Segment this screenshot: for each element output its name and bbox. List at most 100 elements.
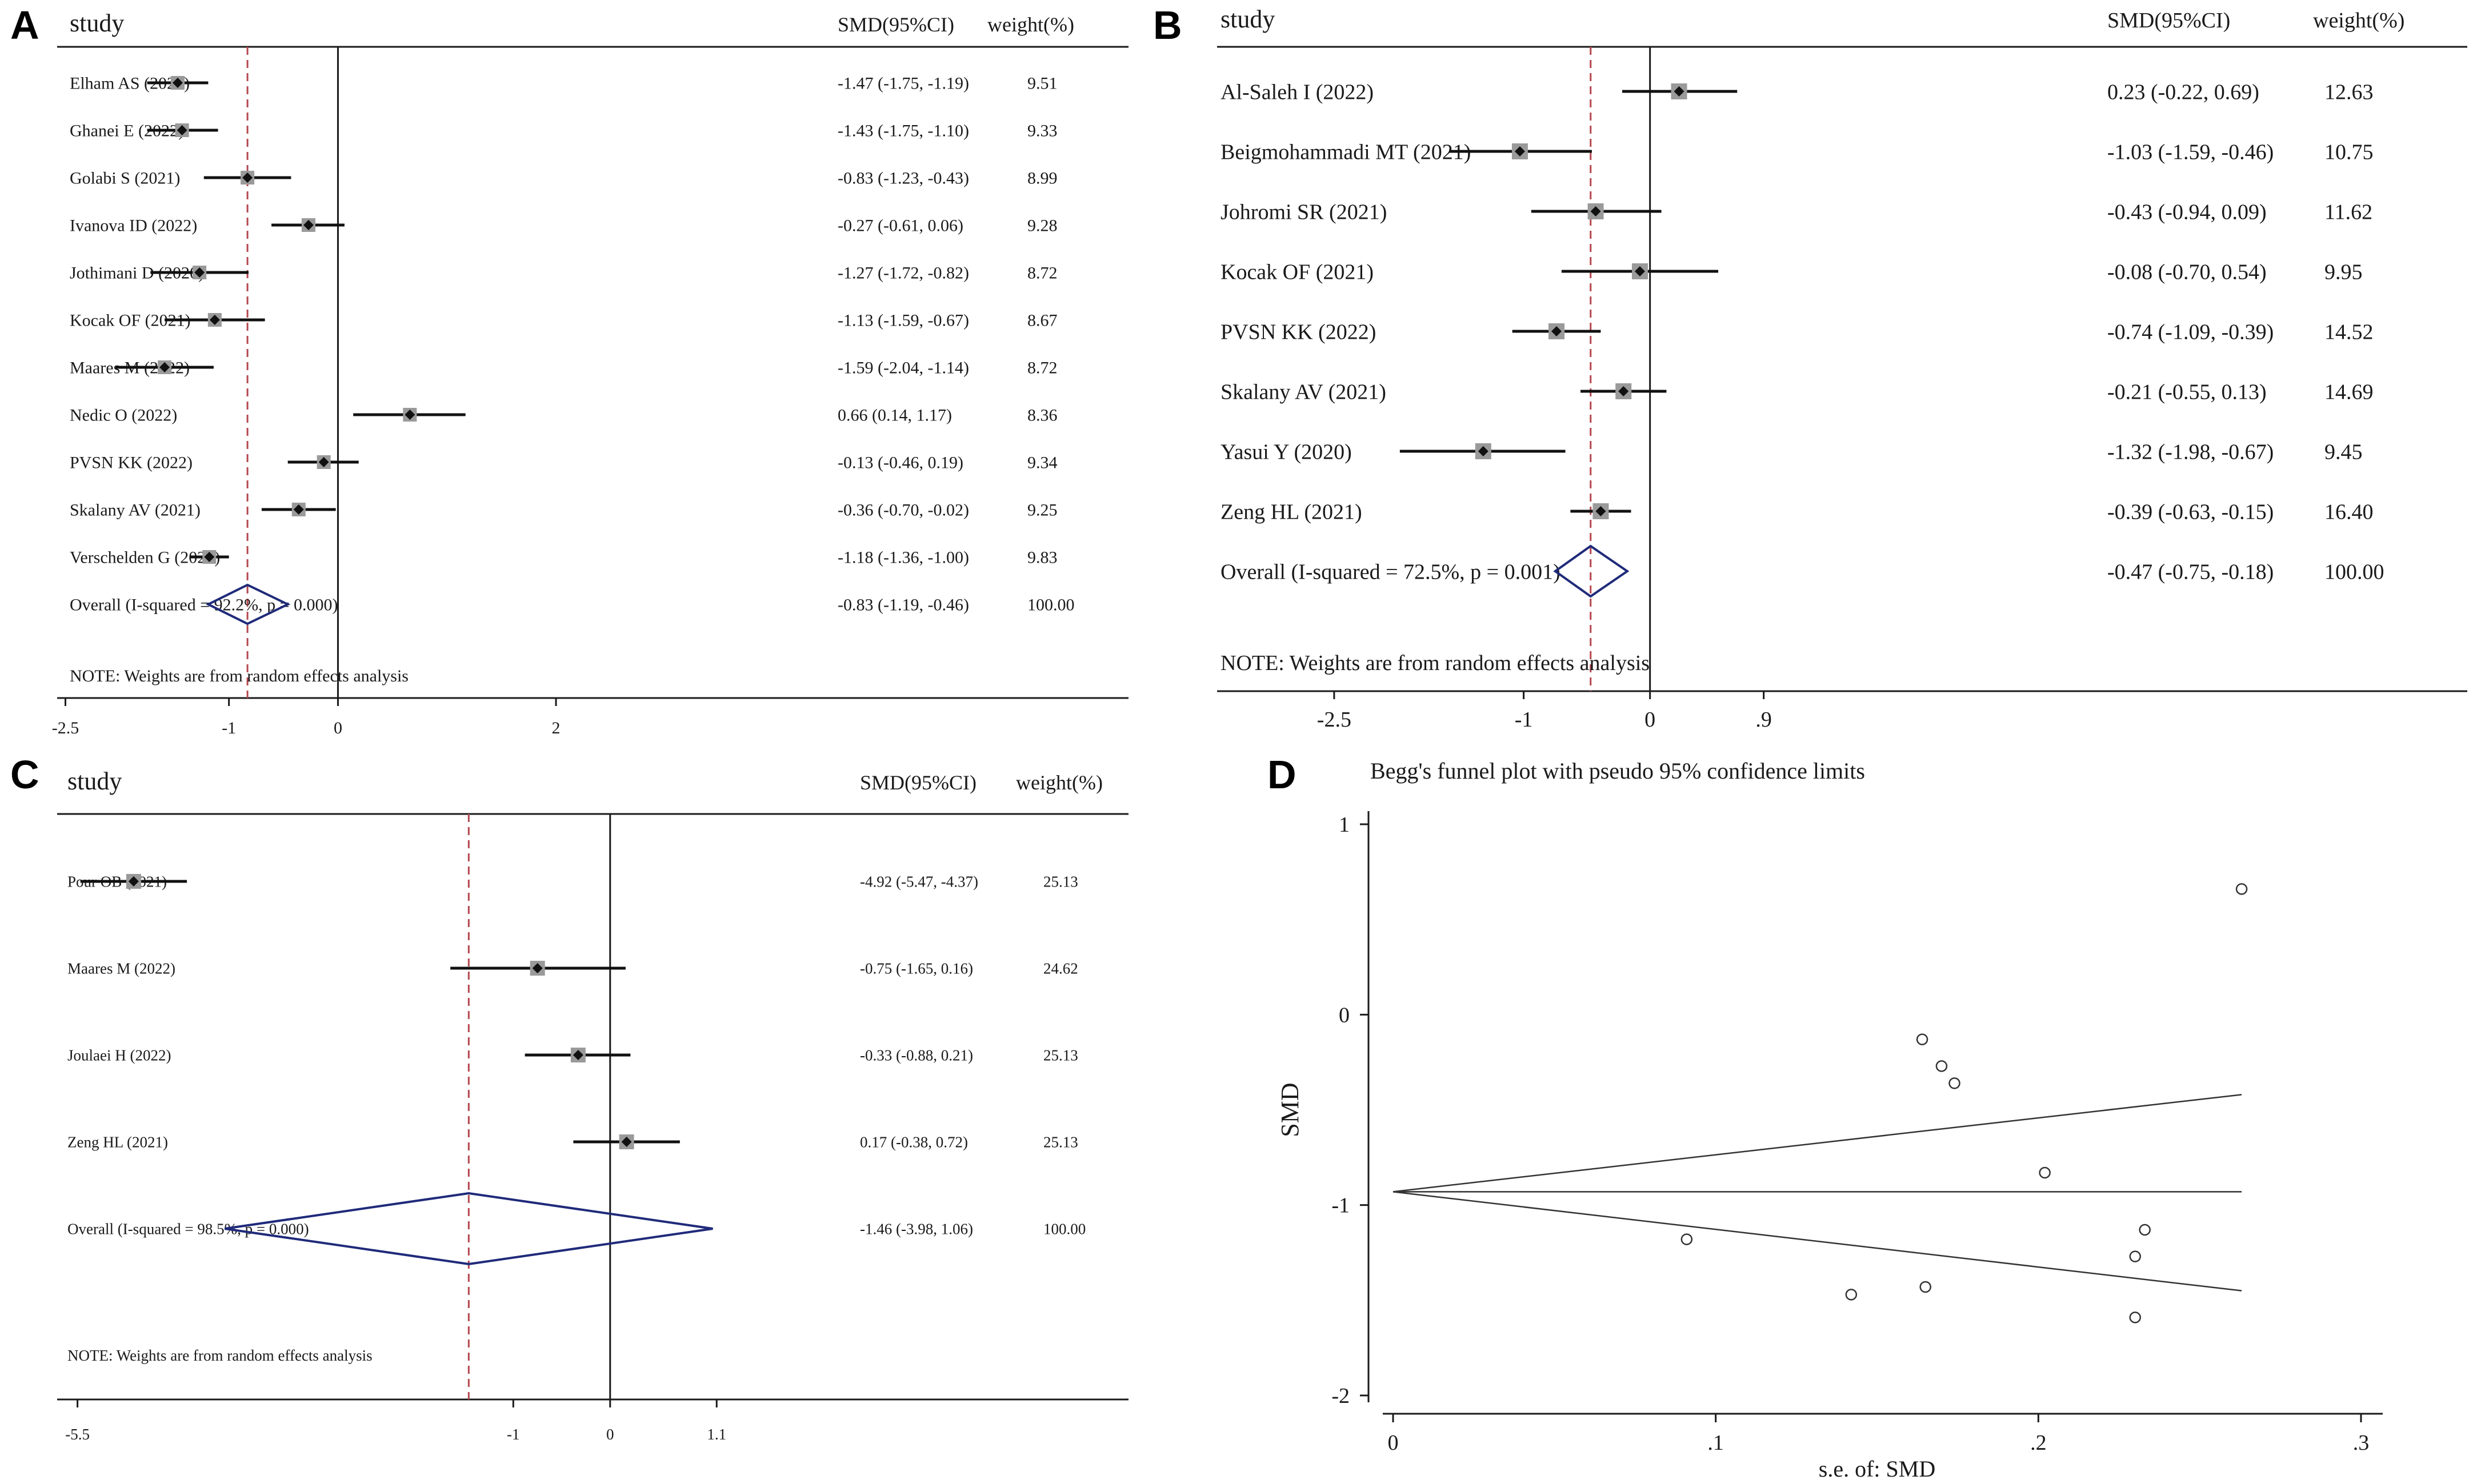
funnel-plot-d: Begg's funnel plot with pseudo 95% confi… [1276, 758, 2383, 1482]
weight-value: 12.63 [2324, 80, 2374, 104]
point-estimate [318, 457, 329, 467]
smd-ci-value: -0.43 (-0.94, 0.09) [2107, 200, 2267, 224]
header-smd-ci: SMD(95%CI) [838, 13, 954, 36]
weight-value: 9.25 [1027, 501, 1058, 520]
overall-weight: 100.00 [1043, 1220, 1086, 1237]
lower-confidence-limit [1392, 1191, 2242, 1292]
smd-ci-value: -1.18 (-1.36, -1.00) [838, 548, 969, 567]
x-tick-label: .9 [1755, 708, 1772, 732]
point-estimate [177, 125, 187, 135]
point-estimate [172, 78, 183, 88]
smd-ci-value: -1.59 (-2.04, -1.14) [838, 359, 969, 378]
overall-smd-ci: -0.47 (-0.75, -0.18) [2107, 560, 2274, 584]
smd-ci-value: -0.39 (-0.63, -0.15) [2107, 500, 2274, 524]
x-tick-label: -2.5 [1317, 708, 1351, 732]
weight-value: 9.33 [1027, 122, 1058, 141]
weight-value: 10.75 [2324, 140, 2374, 164]
y-tick-label: 0 [1339, 1003, 1350, 1027]
point-estimate [1551, 326, 1562, 336]
smd-ci-value: -0.75 (-1.65, 0.16) [860, 960, 973, 977]
note: NOTE: Weights are from random effects an… [1221, 651, 1650, 675]
study-point [1845, 1289, 1858, 1301]
x-axis-label: s.e. of: SMD [1819, 1456, 1935, 1482]
smd-ci-value: -0.21 (-0.55, 0.13) [2107, 380, 2267, 404]
point-estimate [303, 220, 314, 230]
point-estimate [1590, 206, 1601, 216]
study-label: Joulaei H (2022) [67, 1046, 171, 1064]
weight-value: 14.52 [2324, 320, 2374, 344]
smd-ci-value: -0.13 (-0.46, 0.19) [838, 454, 963, 472]
smd-ci-value: 0.66 (0.14, 1.17) [838, 406, 952, 425]
x-tick-label: -1 [222, 719, 236, 737]
point-estimate [293, 504, 304, 515]
study-label: Skalany AV (2021) [1221, 380, 1386, 404]
study-label: Yasui Y (2020) [1221, 440, 1352, 464]
weight-value: 8.72 [1027, 359, 1058, 378]
point-estimate [532, 963, 543, 973]
panel-label-b: B [1153, 3, 1182, 47]
overall-diamond [224, 1192, 713, 1266]
study-label: Nedic O (2022) [70, 406, 177, 425]
point-estimate [1595, 506, 1606, 516]
x-tick-label: 0 [606, 1426, 614, 1443]
smd-ci-value: -0.27 (-0.61, 0.06) [838, 216, 963, 235]
smd-ci-value: -1.43 (-1.75, -1.10) [838, 122, 969, 141]
weight-value: 9.34 [1027, 454, 1058, 472]
study-label: Maares M (2022) [67, 960, 175, 977]
smd-ci-value: -1.13 (-1.59, -0.67) [838, 311, 969, 330]
header-weight: weight(%) [987, 13, 1074, 36]
study-point [2139, 1224, 2151, 1236]
weight-value: 9.28 [1027, 216, 1058, 235]
point-estimate [194, 267, 205, 278]
x-tick-label: -1 [507, 1426, 520, 1443]
panel-label-d: D [1267, 752, 1296, 797]
weight-value: 8.36 [1027, 406, 1058, 425]
study-label: Ivanova ID (2022) [70, 216, 197, 235]
study-label: Golabi S (2021) [70, 169, 180, 188]
weight-value: 9.51 [1027, 74, 1058, 93]
study-point [1916, 1033, 1928, 1045]
point-estimate [204, 552, 215, 562]
weight-value: 14.69 [2324, 380, 2374, 404]
study-point [2129, 1250, 2141, 1262]
x-tick-label: 1.1 [707, 1426, 726, 1443]
study-point [2129, 1311, 2141, 1323]
weight-value: 16.40 [2324, 500, 2374, 524]
note: NOTE: Weights are from random effects an… [70, 667, 409, 685]
study-label: Beigmohammadi MT (2021) [1221, 140, 1471, 164]
weight-value: 8.72 [1027, 264, 1058, 283]
point-estimate [405, 410, 415, 420]
overall-diamond [1553, 544, 1630, 598]
point-estimate [1674, 86, 1684, 97]
point-estimate [1634, 266, 1645, 276]
x-tick-label: .3 [2353, 1431, 2370, 1455]
study-label: Skalany AV (2021) [70, 501, 201, 520]
x-tick-label: -2.5 [52, 719, 79, 737]
smd-ci-value: -0.74 (-1.09, -0.39) [2107, 320, 2274, 344]
funnel-title: Begg's funnel plot with pseudo 95% confi… [1370, 758, 1865, 784]
overall-smd-ci: -0.83 (-1.19, -0.46) [838, 596, 969, 615]
x-tick-label: 0 [1644, 708, 1655, 732]
weight-value: 25.13 [1043, 1133, 1078, 1150]
weight-value: 25.13 [1043, 1046, 1078, 1064]
header-smd-ci: SMD(95%CI) [860, 771, 977, 794]
weight-value: 8.67 [1027, 311, 1058, 330]
study-label: Zeng HL (2021) [1221, 500, 1362, 524]
weight-value: 8.99 [1027, 169, 1058, 188]
smd-ci-value: -0.36 (-0.70, -0.02) [838, 501, 969, 520]
smd-ci-value: -1.03 (-1.59, -0.46) [2107, 140, 2274, 164]
study-label: PVSN KK (2022) [1221, 320, 1376, 344]
smd-ci-value: 0.23 (-0.22, 0.69) [2107, 80, 2259, 104]
panel-label-c: C [10, 752, 39, 797]
weight-value: 25.13 [1043, 873, 1078, 890]
study-point [1948, 1077, 1960, 1089]
smd-ci-value: -0.33 (-0.88, 0.21) [860, 1046, 973, 1064]
smd-ci-value: -1.27 (-1.72, -0.82) [838, 264, 969, 283]
study-label: Kocak OF (2021) [1221, 260, 1374, 284]
smd-ci-value: 0.17 (-0.38, 0.72) [860, 1133, 968, 1150]
header-weight: weight(%) [2313, 9, 2404, 33]
y-tick-label: -2 [1331, 1384, 1350, 1408]
